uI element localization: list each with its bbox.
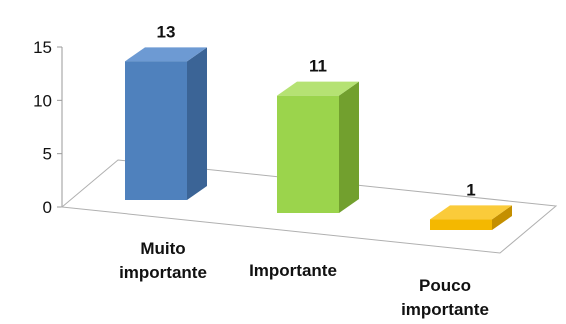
y-tick-label: 0 (43, 198, 52, 217)
bar (125, 61, 187, 201)
bar-side-face (339, 81, 359, 214)
bar (277, 95, 339, 213)
label-layer: 13 Muito importante 11 Importante 1 Pouco impor… (119, 22, 489, 319)
y-tick-label: 15 (33, 38, 52, 57)
bar-layer (125, 47, 512, 230)
category-label: importante (119, 263, 207, 282)
bar-top-face (430, 205, 512, 220)
bar-side-face (492, 205, 512, 230)
category-label: Importante (249, 261, 337, 280)
chart-floor (60, 159, 558, 254)
y-tick-label: 10 (33, 91, 52, 110)
category-label: Muito (140, 239, 185, 258)
bar-top-face (125, 47, 207, 62)
chart-floor-plane (60, 159, 558, 254)
bar-side-face (187, 47, 207, 201)
category-label: Pouco (419, 276, 471, 295)
bar-top-face (277, 81, 359, 96)
data-label: 13 (157, 22, 176, 41)
axis-layer: 0 5 10 15 (33, 38, 63, 217)
bar (430, 219, 492, 230)
data-label: 1 (466, 180, 475, 199)
data-label: 11 (309, 57, 327, 76)
y-tick-label: 5 (43, 145, 52, 164)
category-label: importante (401, 300, 489, 319)
